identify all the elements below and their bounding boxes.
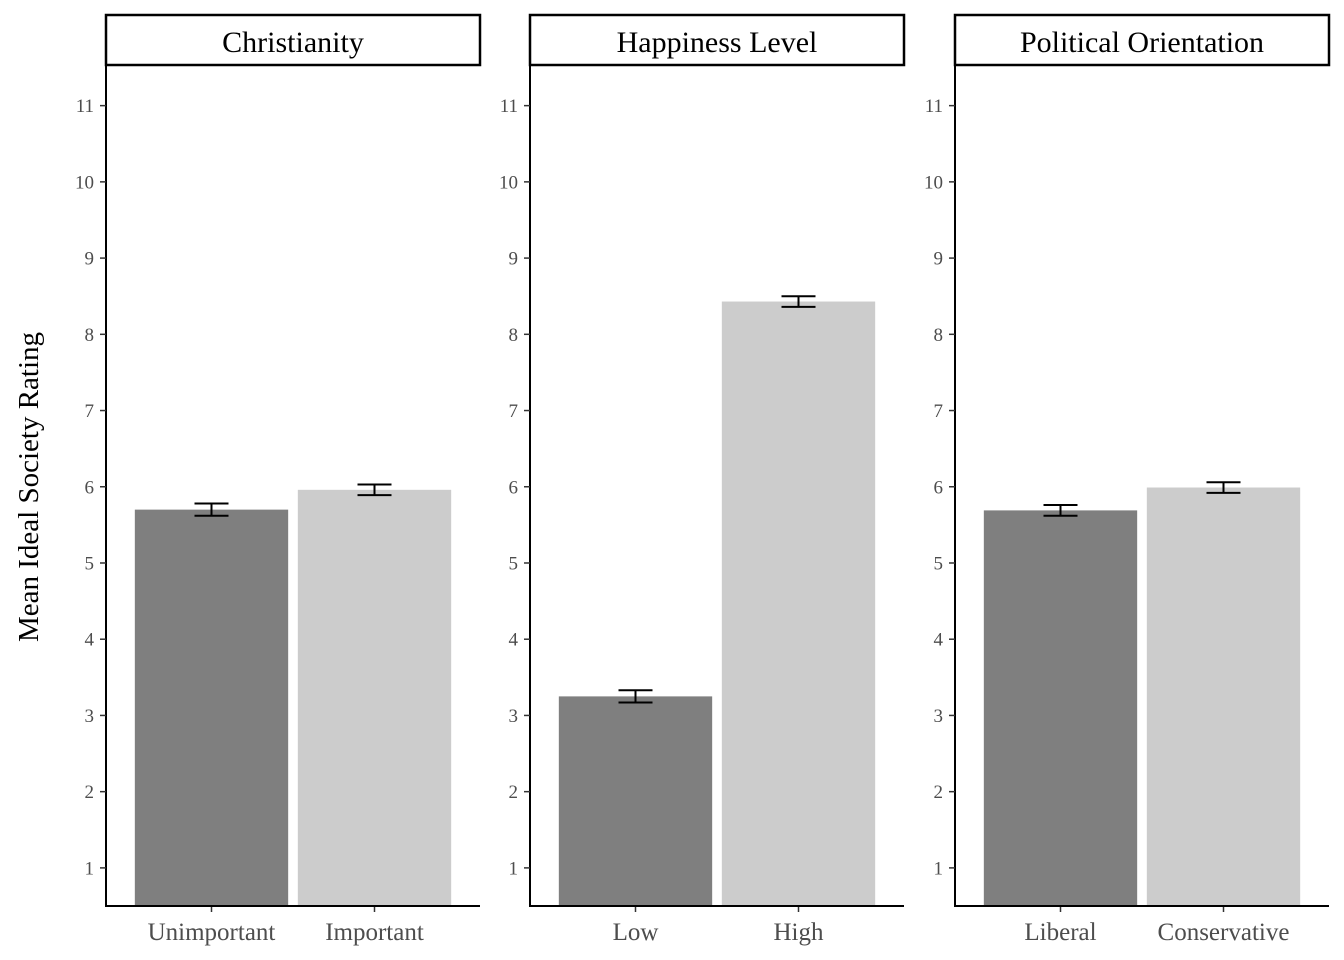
y-tick-label: 2 xyxy=(934,782,944,803)
bar xyxy=(983,510,1138,906)
y-tick-label: 10 xyxy=(924,172,943,193)
bar xyxy=(297,489,452,906)
y-tick-label: 10 xyxy=(75,172,94,193)
y-tick-label: 7 xyxy=(85,401,95,422)
y-tick-label: 4 xyxy=(509,630,519,651)
y-tick-label: 5 xyxy=(934,553,944,574)
y-tick-label: 9 xyxy=(509,249,519,270)
y-tick-label: 8 xyxy=(85,325,95,346)
bar xyxy=(1146,487,1301,906)
error-bar xyxy=(194,502,229,517)
error-bar xyxy=(781,295,816,308)
y-tick-label: 10 xyxy=(499,172,518,193)
y-tick-label: 6 xyxy=(509,477,519,498)
x-tick-label: High xyxy=(774,919,825,946)
y-tick-label: 11 xyxy=(925,96,943,117)
panel-3: Political Orientation Liberal Conservative… xyxy=(924,13,1331,946)
y-tick-label: 7 xyxy=(509,401,519,422)
x-tick-label: Conservative xyxy=(1158,919,1290,946)
error-bar xyxy=(1206,481,1241,494)
y-tick-label: 3 xyxy=(934,706,944,727)
y-tick-label: 4 xyxy=(85,630,95,651)
error-bar xyxy=(1043,504,1078,517)
bar xyxy=(721,301,876,906)
y-tick-label: 11 xyxy=(76,96,94,117)
x-tick-label: Unimportant xyxy=(148,919,276,946)
y-tick-label: 7 xyxy=(934,401,944,422)
panel-1: Christianity Unimportant Important 1 2 3 4 5 6 7 8… xyxy=(75,13,482,946)
facet-strip xyxy=(528,13,906,67)
facet-strip xyxy=(953,13,1331,67)
y-tick-label: 6 xyxy=(934,477,944,498)
x-tick-label: Low xyxy=(613,919,659,946)
y-tick-label: 9 xyxy=(934,249,944,270)
facet-title: Christianity xyxy=(222,26,364,59)
y-tick-label: 6 xyxy=(85,477,95,498)
facet-strip xyxy=(104,13,482,67)
chart-panels: Christianity Unimportant Important 1 2 3 4 5 6 7 8… xyxy=(75,13,1331,946)
y-tick-label: 8 xyxy=(934,325,944,346)
panel-2: Happiness Level Low High 1 2 3 4 5 6 7 8 9 10 11 xyxy=(499,13,906,946)
y-tick-label: 5 xyxy=(509,553,519,574)
y-tick-label: 5 xyxy=(85,553,95,574)
y-tick-label: 1 xyxy=(934,858,944,879)
y-tick-label: 11 xyxy=(500,96,518,117)
error-bar xyxy=(618,689,653,704)
y-tick-label: 3 xyxy=(85,706,95,727)
y-tick-label: 1 xyxy=(85,858,95,879)
facet-title: Happiness Level xyxy=(617,26,818,59)
error-bar xyxy=(357,483,392,497)
y-axis-label: Mean Ideal Society Rating xyxy=(13,332,45,642)
y-tick-label: 8 xyxy=(509,325,519,346)
y-tick-label: 4 xyxy=(934,630,944,651)
y-tick-label: 3 xyxy=(509,706,519,727)
y-tick-label: 1 xyxy=(509,858,519,879)
y-tick-label: 2 xyxy=(85,782,95,803)
x-tick-label: Important xyxy=(325,919,424,946)
bar xyxy=(558,696,713,906)
bar xyxy=(134,509,289,906)
y-tick-label: 2 xyxy=(509,782,519,803)
x-tick-label: Liberal xyxy=(1024,919,1096,946)
facet-title: Political Orientation xyxy=(1020,26,1264,59)
y-tick-label: 9 xyxy=(85,249,95,270)
